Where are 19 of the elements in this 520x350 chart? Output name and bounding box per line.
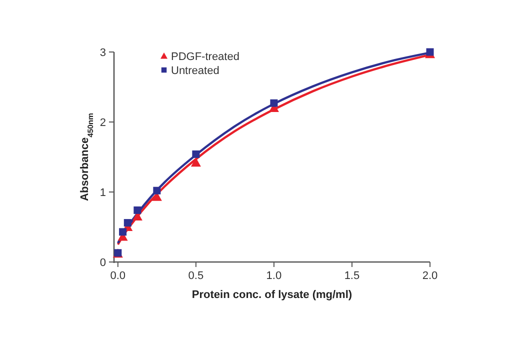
point (124, 219, 132, 227)
x-tick-label: 1.0 (266, 270, 282, 282)
point (134, 206, 142, 214)
x-axis-title: Protein conc. of lysate (mg/ml) (192, 289, 352, 301)
x-tick-label: 0.0 (110, 270, 126, 282)
point (119, 228, 127, 236)
x-tick-label: 0.5 (188, 270, 204, 282)
legend-label: PDGF-treated (171, 51, 240, 63)
point (153, 186, 161, 194)
y-tick-label: 2 (100, 117, 106, 129)
legend-label: Untreated (171, 65, 220, 77)
y-tick-label: 1 (100, 187, 106, 199)
point (426, 48, 434, 56)
point (270, 99, 278, 107)
y-tick-label: 3 (100, 47, 106, 59)
point (192, 150, 200, 158)
x-tick-label: 1.5 (344, 270, 360, 282)
y-tick-label: 0 (100, 257, 106, 269)
x-tick-label: 2.0 (422, 270, 438, 282)
